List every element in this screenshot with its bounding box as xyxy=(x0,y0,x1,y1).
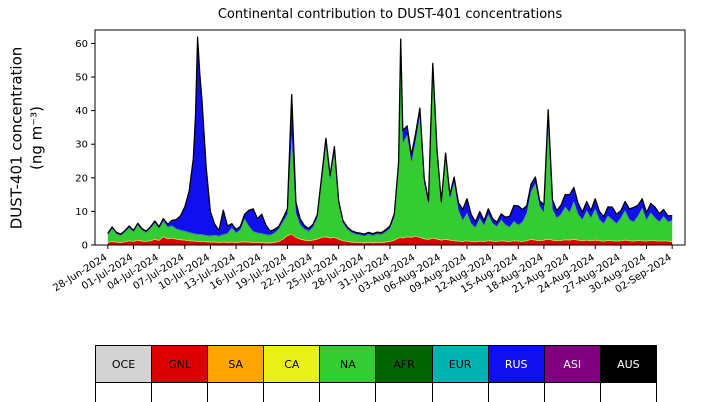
legend: OCE GNL SA CA NA AFR EUR RUS ASI AUS xyxy=(95,345,657,402)
y-tick-label: 20 xyxy=(75,173,88,184)
legend-empty-row xyxy=(95,383,657,402)
legend-label: CA xyxy=(284,357,300,371)
legend-empty-cell xyxy=(319,383,377,402)
legend-empty-cell xyxy=(263,383,321,402)
legend-empty-cell xyxy=(207,383,265,402)
legend-item-GNL: GNL xyxy=(151,345,209,383)
y-tick-label: 0 xyxy=(82,241,88,252)
legend-item-EUR: EUR xyxy=(431,345,489,383)
legend-item-AFR: AFR xyxy=(375,345,433,383)
stacked-area-NA xyxy=(107,59,673,243)
y-tick-label: 40 xyxy=(75,106,88,117)
legend-label: EUR xyxy=(448,357,472,371)
legend-label: NA xyxy=(340,357,356,371)
legend-label: AFR xyxy=(393,357,415,371)
chart-title: Continental contribution to DUST-401 con… xyxy=(217,7,563,22)
legend-label: RUS xyxy=(504,357,528,371)
y-tick-label: 50 xyxy=(75,73,88,84)
legend-empty-cell xyxy=(487,383,545,402)
legend-item-ASI: ASI xyxy=(543,345,601,383)
legend-item-AUS: AUS xyxy=(599,345,657,383)
y-tick-label: 60 xyxy=(75,39,88,50)
legend-label: GNL xyxy=(168,357,192,371)
stacked-area-GNL xyxy=(107,234,673,245)
legend-item-NA: NA xyxy=(319,345,377,383)
legend-label: OCE xyxy=(111,357,136,371)
stacked-area-RUS xyxy=(107,37,673,236)
legend-label: AUS xyxy=(617,357,640,371)
legend-item-RUS: RUS xyxy=(487,345,545,383)
y-tick-label: 30 xyxy=(75,140,88,151)
legend-empty-cell xyxy=(375,383,433,402)
legend-empty-cell xyxy=(543,383,601,402)
y-tick-label: 10 xyxy=(75,207,88,218)
legend-row: OCE GNL SA CA NA AFR EUR RUS ASI AUS xyxy=(95,345,657,383)
legend-item-SA: SA xyxy=(207,345,265,383)
legend-empty-cell xyxy=(431,383,489,402)
legend-item-CA: CA xyxy=(263,345,321,383)
legend-label: SA xyxy=(228,357,244,371)
legend-empty-cell xyxy=(599,383,657,402)
legend-label: ASI xyxy=(563,357,582,371)
legend-item-OCE: OCE xyxy=(95,345,153,383)
total-line xyxy=(107,36,673,235)
time-series-chart: 010203040506028-Jun-202401-Jul-202404-Ju… xyxy=(51,29,686,296)
legend-empty-cell xyxy=(95,383,153,402)
legend-empty-cell xyxy=(151,383,209,402)
